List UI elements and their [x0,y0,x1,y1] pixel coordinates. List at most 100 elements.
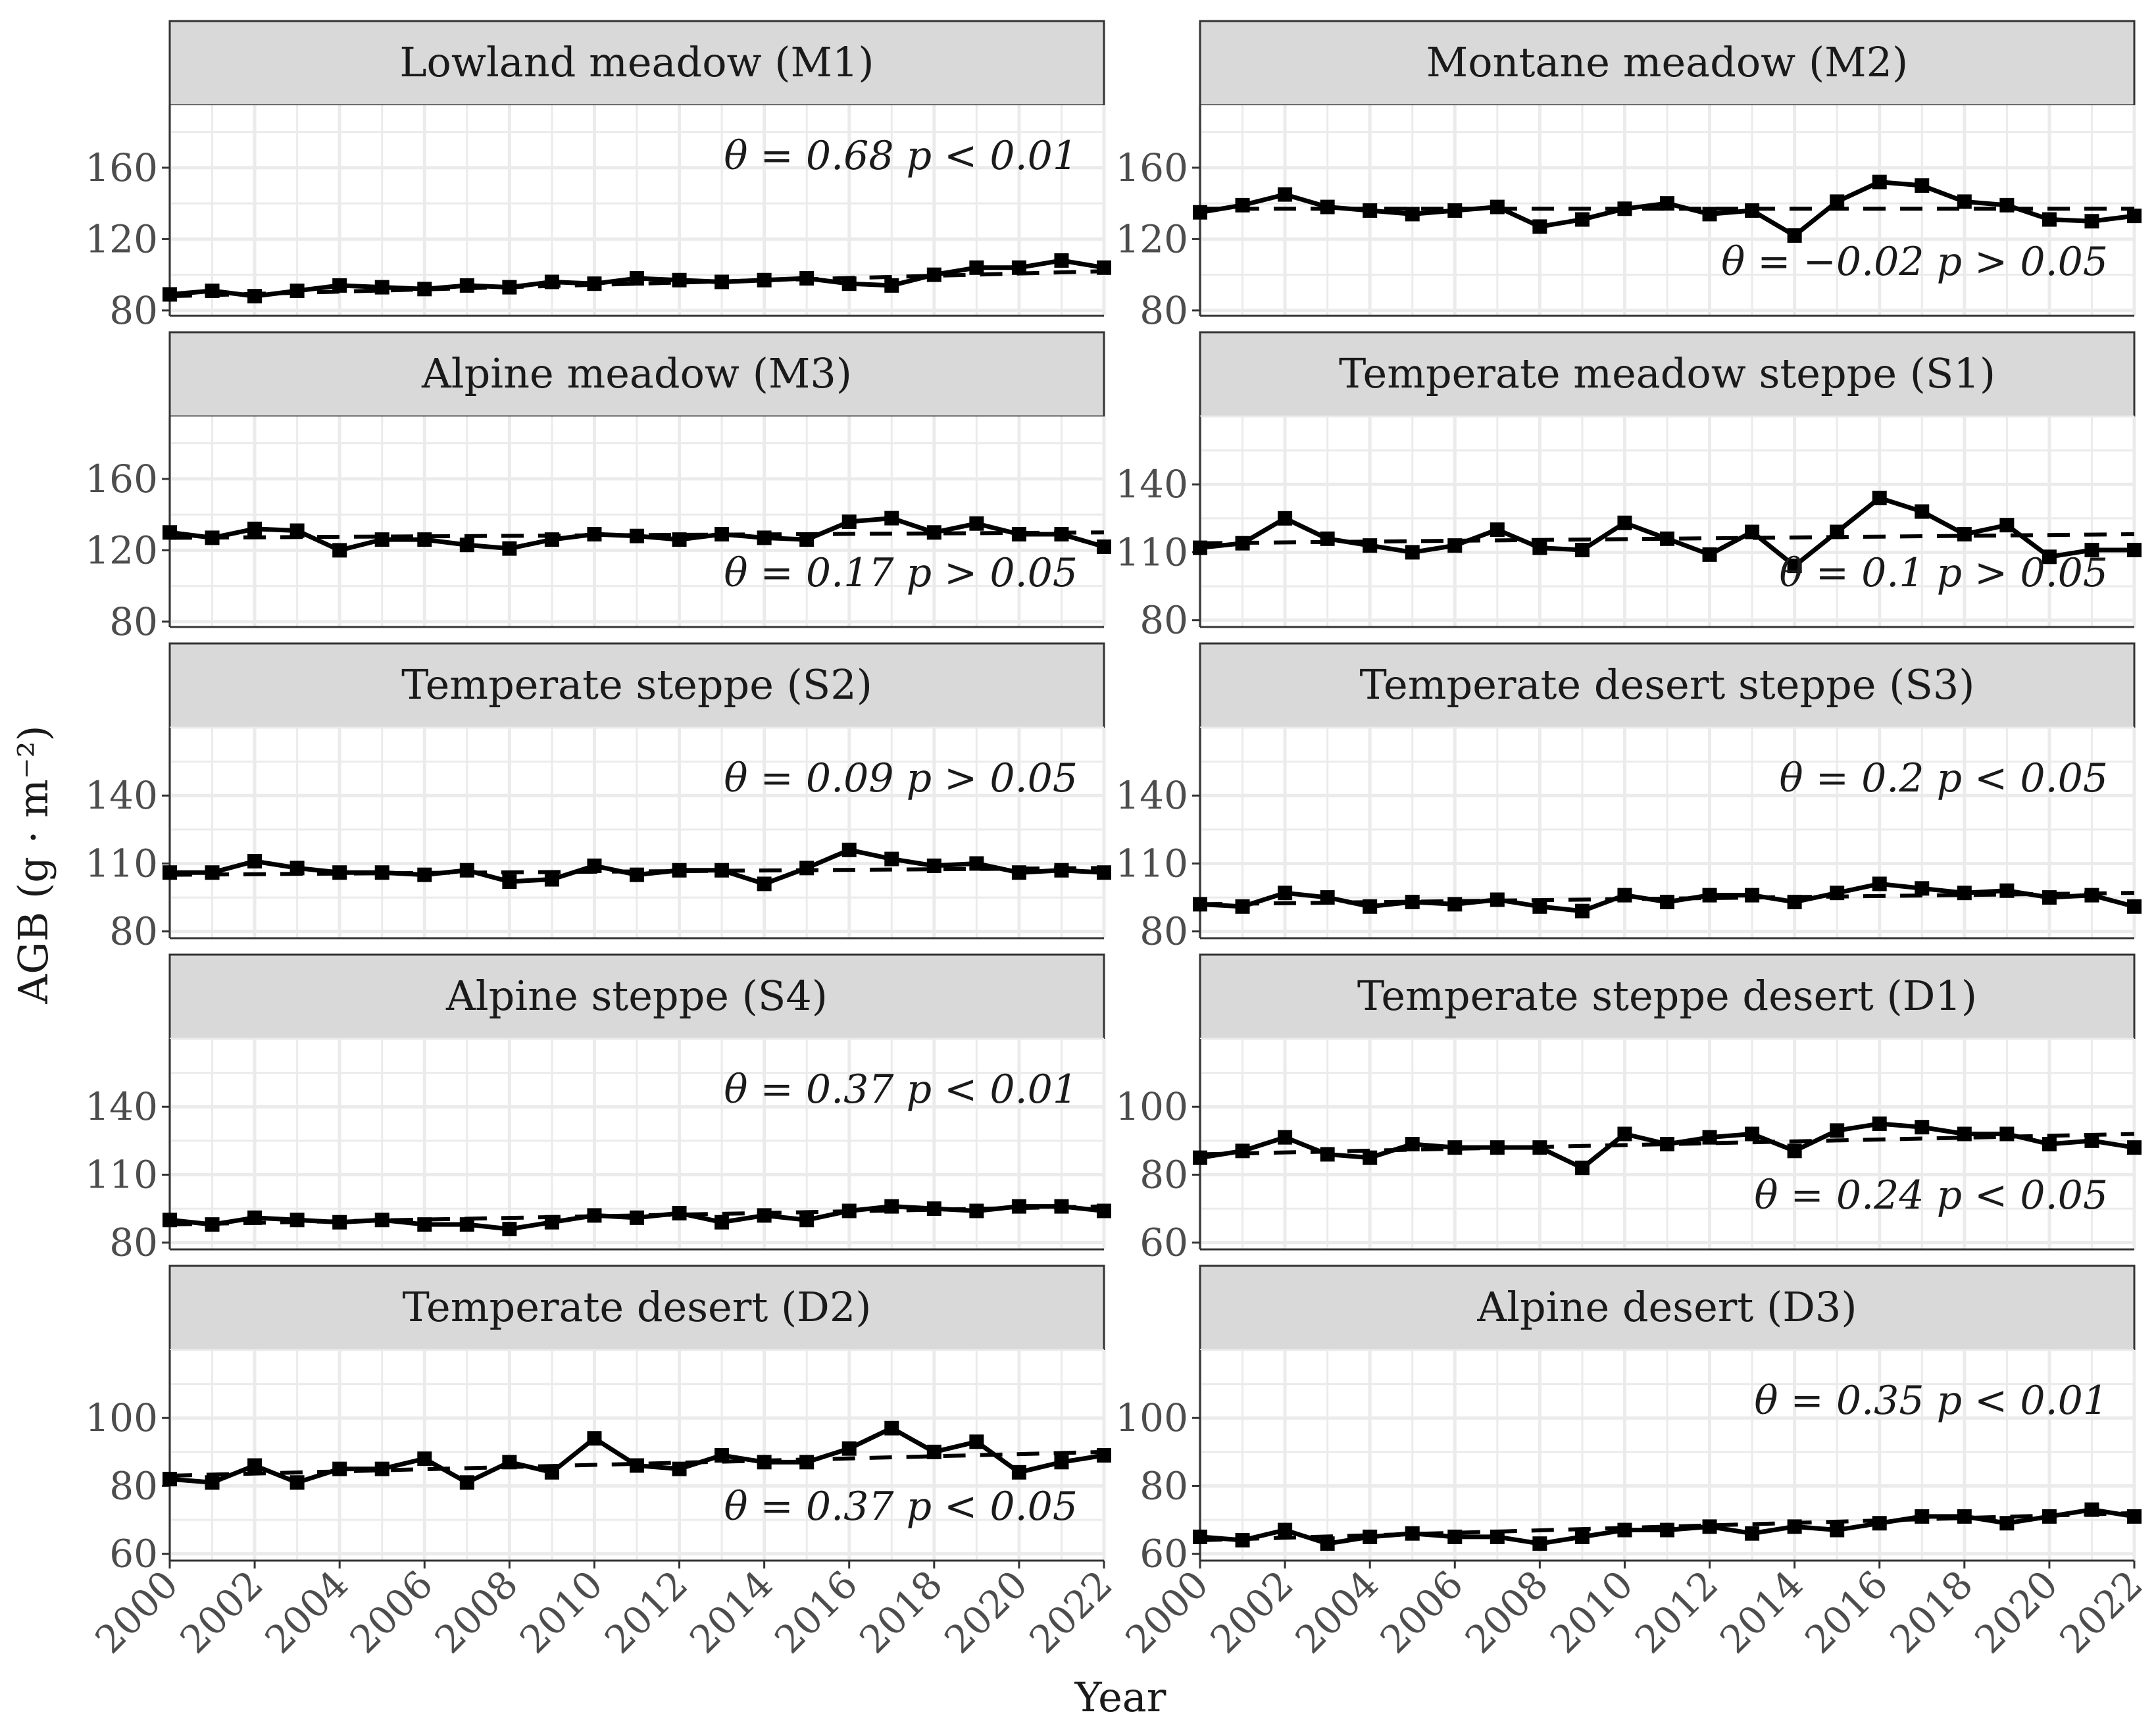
data-point [374,865,389,880]
x-tick-label: 2010 [511,1562,611,1662]
data-point [417,282,432,297]
data-point [1872,1116,1887,1132]
data-point [332,1461,347,1476]
data-point [1447,203,1463,218]
data-point [841,842,857,857]
data-point [1660,1522,1674,1538]
data-point [799,271,815,286]
data-point [205,1475,220,1490]
data-point [332,865,347,880]
panel-strip [1199,331,2136,418]
data-point [1363,1529,1378,1544]
data-point [1574,543,1590,558]
data-point [2042,1137,2057,1151]
data-point [1278,1522,1293,1538]
data-point [163,865,177,880]
panel-strip [1199,953,2136,1040]
data-point [1957,194,1972,209]
stat-annotation: θ = 0.35 p < 0.01 [1754,1378,2108,1424]
data-point [1915,1120,1930,1135]
data-point [1872,876,1887,891]
stat-annotation: θ = 0.2 p < 0.05 [1780,755,2108,801]
panel-title: Montane meadow (M2) [1426,38,1909,86]
data-point [544,532,559,547]
data-point [1193,1529,1207,1544]
data-point [374,1213,389,1228]
data-point [1617,1126,1632,1141]
x-tick-label: 2002 [172,1562,272,1662]
y-tick-label: 140 [85,1084,158,1129]
data-point [1574,1161,1590,1176]
data-point [1363,538,1378,553]
trend-line [169,866,1105,877]
x-tick-label: 2018 [851,1562,951,1662]
data-point [1235,1143,1250,1159]
data-point [502,1455,517,1470]
x-axis-ticks-left: 2000200220042006200820102012201420162018… [86,1561,1121,1662]
panel-title: Temperate steppe (S2) [401,661,872,709]
panels-layer: Lowland meadow (M1) 80 120 160 θ = 0.68 p < … [85,20,2142,1576]
x-axis-ticks-right: 2000200220042006200820102012201420162018… [1116,1561,2151,1662]
data-points [1193,174,2142,243]
data-point [1405,1526,1420,1541]
data-point [587,276,602,291]
data-point [1702,207,1717,222]
data-point [926,267,941,282]
data-point [1787,559,1802,574]
panel-strip [168,331,1105,418]
data-point [1405,545,1420,560]
y-tick-label: 80 [109,599,158,644]
data-point [587,1431,602,1446]
data-point [417,1451,432,1467]
data-point [672,272,687,288]
data-point [799,1455,815,1470]
y-tick-label: 80 [1140,1463,1188,1508]
panel-temperate-meadow-steppe-s1: Temperate meadow steppe (S1) 80 110 140 θ = … [1115,331,2142,643]
stat-annotation: θ = 0.17 p > 0.05 [724,550,1078,596]
data-point [1278,511,1293,526]
data-point [459,1217,474,1232]
data-point [630,271,644,286]
y-tick-label: 160 [1115,145,1188,190]
data-point [1193,1150,1207,1165]
data-point [1447,897,1463,912]
panel-strip [1199,20,2136,107]
data-point [1532,1536,1547,1551]
data-point [757,1455,772,1470]
data-point [672,1461,687,1476]
data-point [1405,1137,1420,1151]
y-tick-label: 80 [109,909,158,954]
data-point [2042,890,2057,905]
data-point [1054,1199,1069,1214]
data-point [374,532,389,547]
data-point [1787,1519,1802,1534]
panel-temperate-desert-steppe-s3: Temperate desert steppe (S3) 80 110 140 θ = … [1115,642,2142,954]
data-point [1447,538,1463,553]
data-point [1957,526,1972,541]
data-point [714,274,730,289]
data-point [2084,214,2099,229]
data-point [1278,886,1293,901]
data-point [289,1213,305,1228]
y-tick-label: 80 [109,288,158,333]
y-tick-label: 100 [1115,1395,1188,1440]
data-point [884,851,899,866]
data-point [714,526,730,541]
x-tick-label: 2008 [1457,1562,1557,1662]
data-point [587,1208,602,1223]
data-point [2127,1140,2142,1155]
data-point [1872,1516,1887,1531]
data-point [332,543,347,558]
panel-temperate-desert-d2: Temperate desert (D2) 60 80 100 θ = 0.37 p <… [85,1265,1111,1576]
data-point [1011,1465,1026,1480]
data-point [1999,883,2015,898]
data-points [1193,490,2142,574]
data-point [1745,1126,1760,1141]
panel-title: Alpine steppe (S4) [445,972,828,1020]
data-point [544,274,559,289]
data-point [163,287,177,302]
data-point [926,1444,941,1459]
stat-annotation: θ = 0.37 p < 0.01 [724,1066,1078,1113]
data-point [2042,549,2057,564]
data-point [672,1205,687,1220]
